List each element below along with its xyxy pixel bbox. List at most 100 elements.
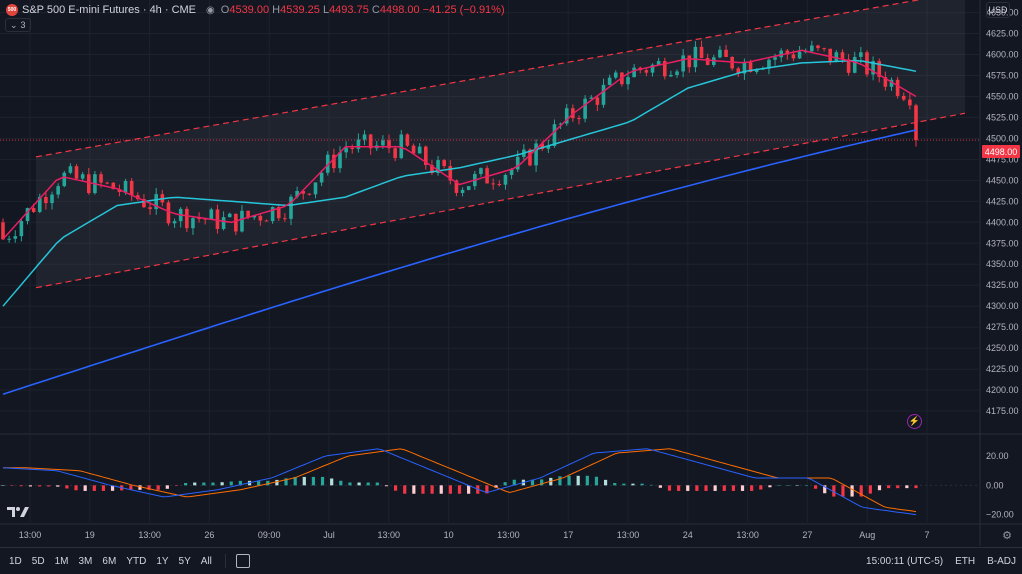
candle-body (62, 172, 67, 187)
macd-histogram-bar (841, 485, 845, 497)
clock-display[interactable]: 15:00:11 (UTC-5) (866, 555, 944, 567)
lightning-icon[interactable]: ⚡ (907, 414, 922, 429)
indicators-toggle[interactable]: ⌄ 3 (5, 18, 31, 32)
price-tick-label: 4450.00 (986, 175, 1019, 185)
candle-body (172, 221, 177, 224)
candle-body (883, 77, 888, 87)
macd-histogram-bar (238, 480, 242, 486)
candle-body (546, 145, 551, 149)
candle-body (454, 180, 459, 193)
macd-histogram-bar (393, 485, 398, 491)
macd-histogram-bar (211, 482, 215, 486)
macd-histogram-bar (138, 485, 142, 490)
eye-icon[interactable]: ◉ (206, 4, 215, 16)
macd-histogram-bar (229, 481, 233, 486)
low-value: 4493.75 (329, 4, 369, 16)
candle-body (908, 99, 912, 106)
price-tick-label: 4350.00 (986, 259, 1019, 269)
macd-histogram-bar (868, 485, 872, 494)
macd-tick-label: −20.00 (986, 510, 1014, 520)
period-5d[interactable]: 5D (31, 555, 45, 567)
macd-histogram-bar (859, 485, 863, 497)
macd-histogram-bar (832, 485, 836, 497)
macd-histogram-bar (129, 485, 133, 490)
macd-histogram-bar (284, 478, 288, 486)
macd-histogram-bar (640, 483, 644, 486)
price-tick-label: 4425.00 (986, 196, 1019, 206)
candle-body (68, 166, 73, 173)
candle-body (656, 61, 661, 65)
period-6m[interactable]: 6M (102, 555, 117, 567)
macd-histogram-bar (330, 478, 334, 486)
candle-body (601, 84, 606, 105)
period-3m[interactable]: 3M (78, 555, 93, 567)
time-tick-label: 10 (444, 530, 454, 540)
macd-histogram-bar (503, 482, 507, 486)
time-tick-label: 13:00 (497, 530, 520, 540)
ema-fast-line (2, 49, 917, 240)
candle-body (344, 147, 348, 153)
candle-body (699, 46, 704, 58)
candle-body (31, 208, 36, 212)
close-value: 4498.00 (379, 4, 420, 16)
candle-body (411, 145, 416, 154)
macd-histogram-bar (184, 482, 188, 486)
period-1d[interactable]: 1D (9, 555, 22, 567)
candle-body (368, 134, 373, 149)
macd-histogram-bar (448, 485, 452, 494)
macd-histogram-bar (877, 485, 882, 491)
candle-body (399, 134, 404, 159)
candle-body (675, 71, 679, 75)
candle-body (362, 134, 367, 140)
candle-body (234, 213, 238, 232)
calendar-icon[interactable] (235, 554, 250, 568)
price-chart[interactable]: 4650.00 4625.00 4600.00 4575.00 4550.00 4525.… (0, 0, 1022, 547)
candle-body (742, 62, 747, 74)
time-tick-label: 17 (563, 530, 573, 540)
macd-histogram-bar (366, 482, 370, 486)
candle-body (350, 147, 355, 149)
candle-body (613, 72, 618, 78)
period-all[interactable]: All (200, 555, 212, 567)
currency-button[interactable]: USD (986, 2, 1010, 18)
macd-histogram-bar (348, 482, 352, 486)
macd-histogram-bar (485, 485, 489, 494)
period-1m[interactable]: 1M (54, 555, 69, 567)
time-tick-label: Jul (323, 530, 335, 540)
macd-histogram-bar (384, 485, 389, 487)
high-label: H (272, 4, 281, 16)
candle-body (99, 174, 103, 183)
macd-histogram-bar (813, 485, 818, 489)
candle-body (276, 207, 281, 219)
channel-upper-line (35, 0, 922, 158)
candle-body (221, 217, 226, 229)
candle-body (859, 52, 863, 57)
candle-body (105, 182, 109, 184)
candle-body (816, 45, 820, 49)
settings-icon[interactable]: ⚙ (1002, 530, 1012, 542)
macd-histogram-bar (403, 485, 407, 494)
symbol-title[interactable]: S&P 500 E-mini Futures · 4h · CME (22, 4, 197, 16)
channel-lower-line (35, 112, 966, 289)
candle-body (607, 77, 612, 85)
tradingview-logo-icon[interactable] (7, 505, 29, 519)
price-tick-label: 4225.00 (986, 364, 1019, 374)
time-tick-label: 13:00 (378, 530, 401, 540)
period-5y[interactable]: 5Y (178, 555, 191, 567)
macd-histogram-bar (905, 485, 909, 489)
macd-histogram-bar (914, 485, 918, 489)
macd-histogram-bar (567, 475, 571, 486)
macd-histogram-bar (65, 485, 69, 489)
channel-fill (36, 0, 965, 288)
price-tick-label: 4525.00 (986, 112, 1019, 122)
candle-body (589, 97, 594, 99)
candle-body (773, 57, 777, 60)
time-tick-label: 13:00 (617, 530, 640, 540)
period-1y[interactable]: 1Y (156, 555, 169, 567)
candle-body (74, 166, 79, 179)
candle-body (295, 190, 299, 197)
badj-toggle[interactable]: B-ADJ (987, 555, 1016, 567)
macd-histogram-bar (512, 479, 516, 486)
period-ytd[interactable]: YTD (126, 555, 147, 567)
eth-toggle[interactable]: ETH (955, 555, 976, 567)
